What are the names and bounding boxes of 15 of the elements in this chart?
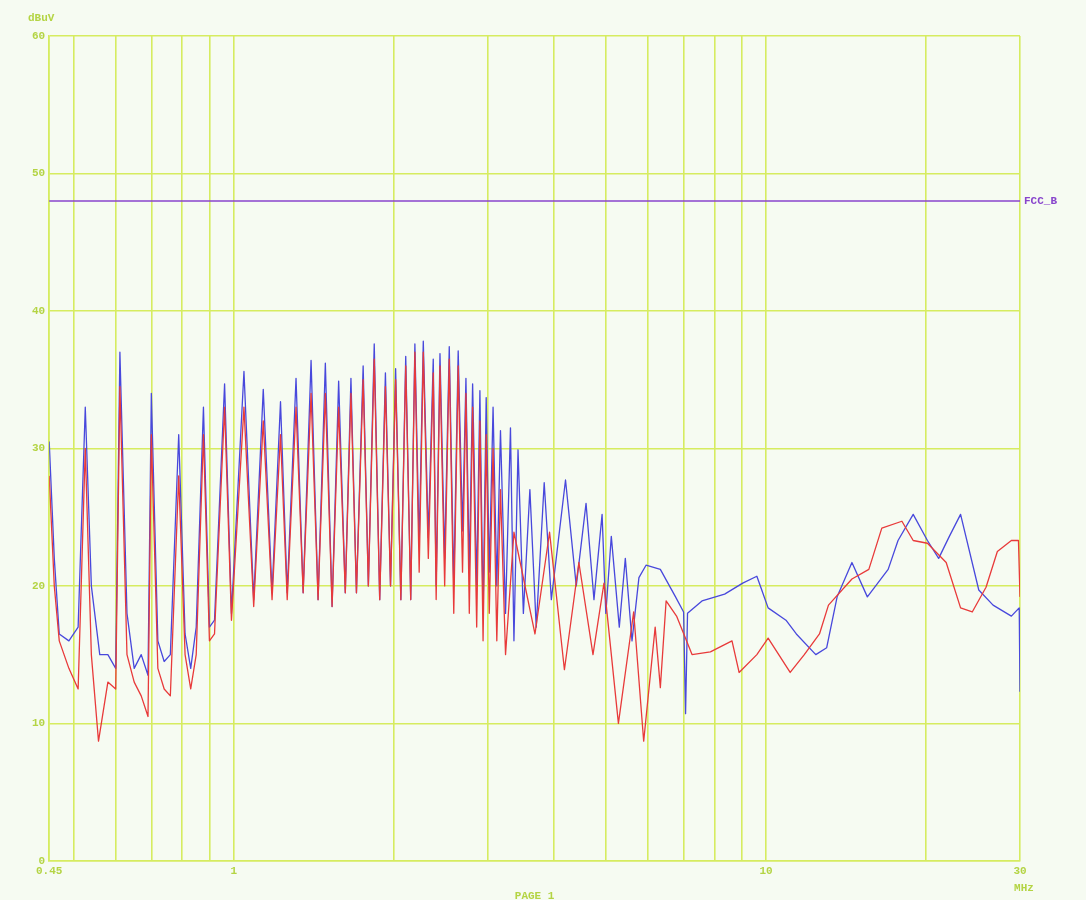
- y-tick-label: 30: [32, 442, 46, 455]
- y-tick-label: 10: [32, 717, 46, 730]
- x-tick-label: 30: [1013, 865, 1027, 878]
- y-tick-label: 20: [32, 579, 46, 592]
- ref-line-label: FCC_B: [1024, 194, 1058, 207]
- y-tick-label: 40: [32, 304, 46, 317]
- x-tick-label: 10: [759, 865, 773, 878]
- x-tick-label: 1: [230, 865, 238, 878]
- y-tick-label: 0: [38, 854, 46, 867]
- text: PAGE 1: [514, 890, 555, 900]
- x-tick-label: 0.45: [36, 865, 63, 878]
- x-axis-title: MHz: [1014, 882, 1034, 895]
- y-tick-label: 50: [32, 167, 46, 180]
- y-tick-label: 60: [32, 29, 46, 42]
- y-axis-title: dBuV: [28, 12, 55, 25]
